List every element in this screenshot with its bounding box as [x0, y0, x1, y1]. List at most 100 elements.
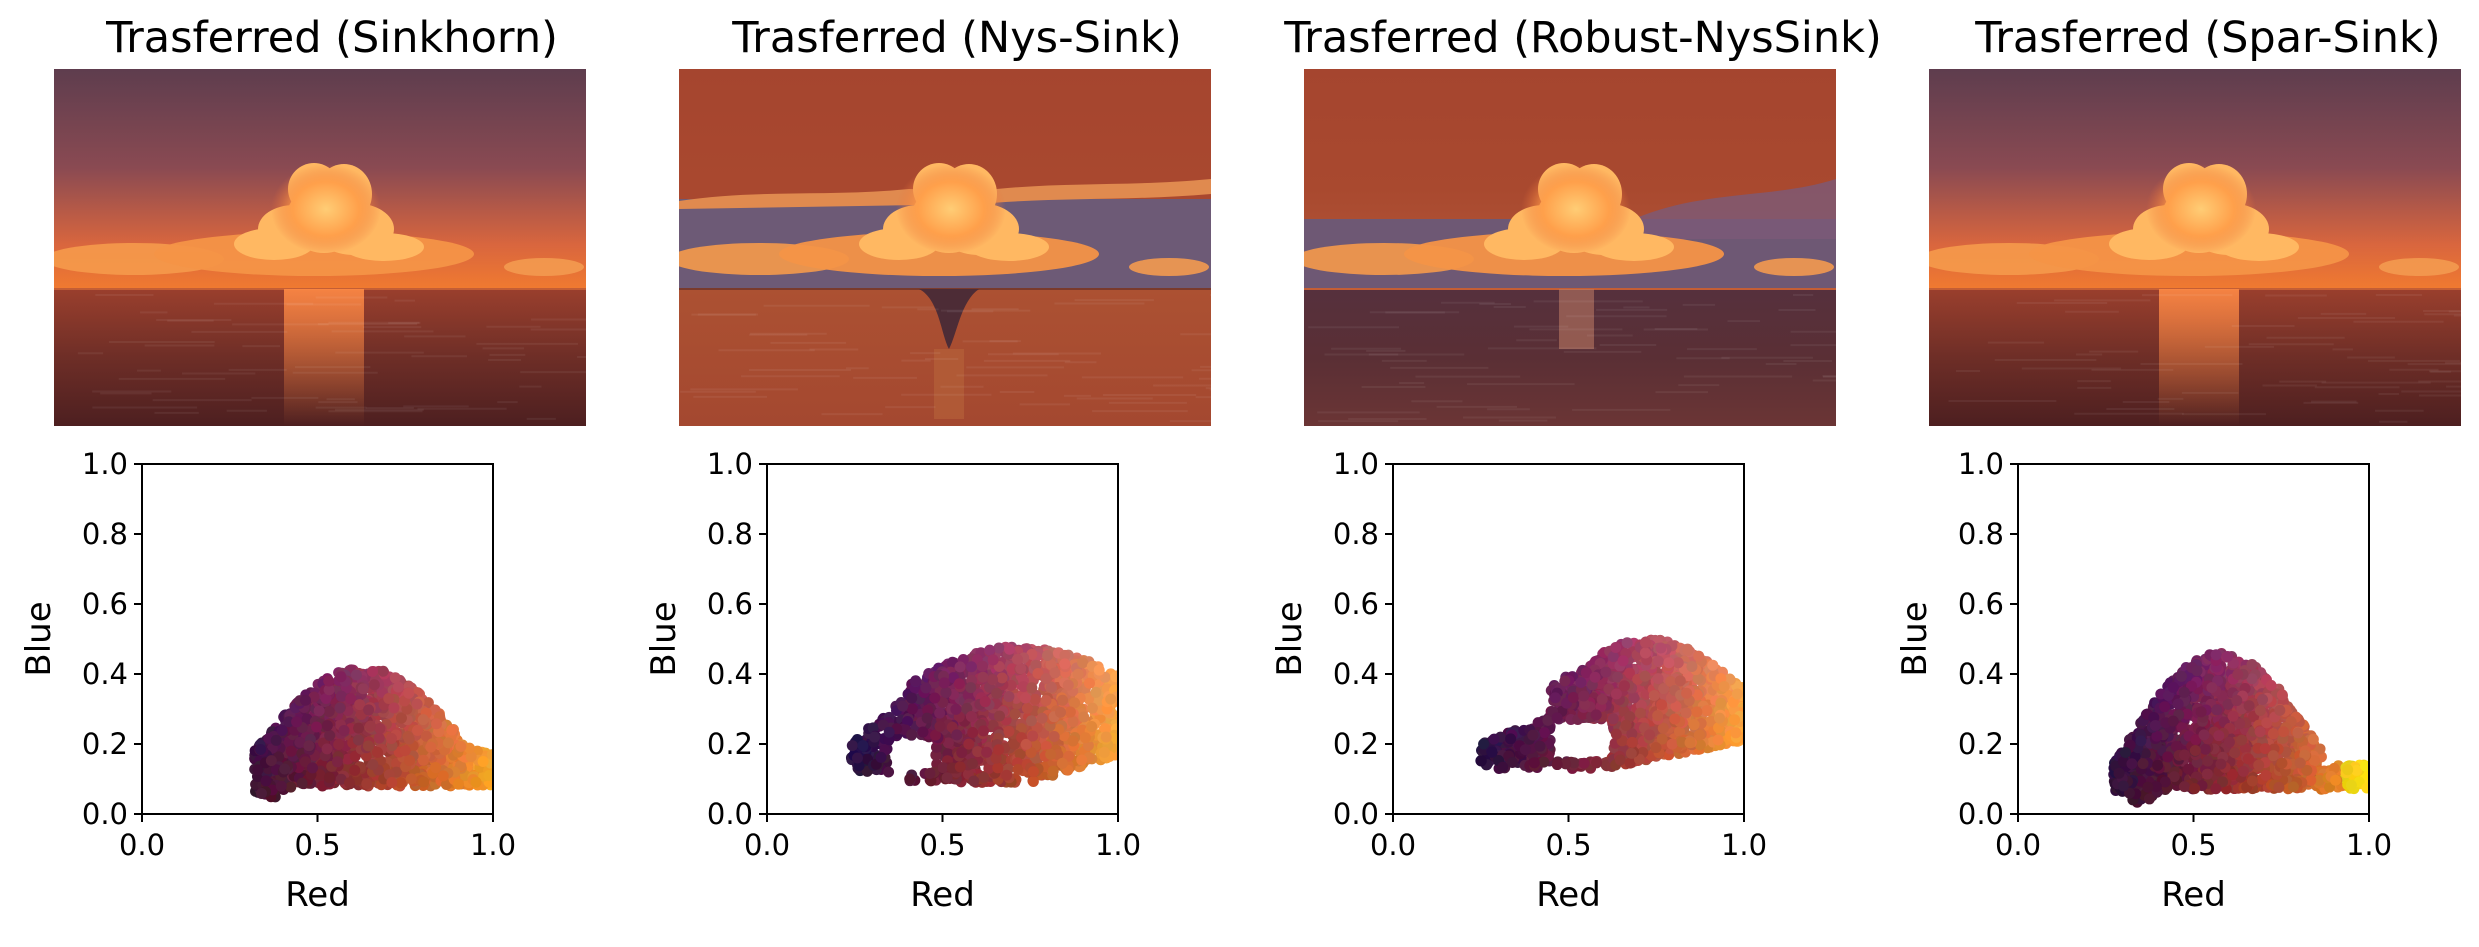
data-point — [953, 678, 965, 690]
data-point — [377, 665, 389, 677]
data-point — [965, 711, 977, 723]
y-tick-label: 0.0 — [82, 797, 128, 831]
data-point — [1729, 714, 1741, 726]
data-point — [902, 715, 914, 727]
x-tick-label: 0.5 — [919, 828, 965, 862]
data-point — [1652, 710, 1664, 722]
data-point — [483, 770, 493, 782]
cloud — [2146, 164, 2256, 254]
y-tick-label: 1.0 — [82, 447, 128, 481]
data-point — [1626, 736, 1638, 748]
data-point — [440, 778, 452, 790]
transferred-image — [1929, 69, 2461, 426]
data-point — [367, 759, 379, 771]
data-point — [1005, 679, 1017, 691]
data-point — [930, 749, 942, 761]
data-point — [345, 693, 357, 705]
data-point — [1621, 637, 1633, 649]
x-axis-label: Red — [910, 875, 975, 915]
data-point — [1624, 711, 1636, 723]
data-point — [417, 714, 429, 726]
data-point — [1078, 711, 1090, 723]
data-point — [1059, 658, 1071, 670]
data-point — [897, 700, 909, 712]
data-point — [320, 693, 332, 705]
data-point — [1681, 687, 1693, 699]
data-point — [335, 671, 347, 683]
data-point — [285, 781, 297, 793]
data-point — [1090, 686, 1102, 698]
data-point — [260, 775, 272, 787]
data-point — [335, 773, 347, 785]
data-point — [1666, 738, 1678, 750]
data-point — [385, 732, 397, 744]
data-point — [938, 677, 950, 689]
data-point — [934, 707, 946, 719]
data-point — [846, 740, 858, 752]
data-point — [942, 737, 954, 749]
data-point — [993, 744, 1005, 756]
data-point — [383, 692, 395, 704]
data-point — [352, 734, 364, 746]
x-tick-label: 0.0 — [119, 828, 165, 862]
data-point — [353, 722, 365, 734]
data-point — [1610, 641, 1622, 653]
data-point — [1652, 655, 1664, 667]
data-point — [1093, 664, 1105, 676]
data-point — [1618, 680, 1630, 692]
data-point — [956, 747, 968, 759]
data-point — [1538, 756, 1550, 768]
data-point — [1680, 707, 1692, 719]
data-point — [321, 743, 333, 755]
data-point — [978, 771, 990, 783]
data-point — [922, 704, 934, 716]
data-point — [967, 727, 979, 739]
data-point — [1624, 757, 1636, 769]
data-point — [252, 764, 264, 776]
data-point — [1003, 725, 1015, 737]
data-point — [431, 718, 443, 730]
data-point — [324, 729, 336, 741]
data-point — [1027, 775, 1039, 787]
data-point — [389, 672, 401, 684]
data-point — [929, 692, 941, 704]
data-point — [1040, 673, 1052, 685]
data-point — [1568, 757, 1580, 769]
data-point — [1047, 765, 1059, 777]
data-point — [1634, 707, 1646, 719]
data-point — [1674, 675, 1686, 687]
data-point — [1559, 675, 1571, 687]
data-point — [1009, 708, 1021, 720]
data-point — [1705, 715, 1717, 727]
data-point — [877, 719, 889, 731]
data-point — [418, 776, 430, 788]
data-point — [965, 661, 977, 673]
data-point — [364, 720, 376, 732]
data-point — [296, 777, 308, 789]
data-point — [1610, 728, 1622, 740]
data-point — [1077, 657, 1089, 669]
data-point — [1670, 700, 1682, 712]
data-point — [335, 690, 347, 702]
y-tick-label: 0.8 — [82, 517, 128, 551]
x-tick-label: 0.5 — [294, 828, 340, 862]
data-point — [1519, 744, 1531, 756]
data-point — [1692, 673, 1704, 685]
data-point — [1105, 693, 1117, 705]
y-tick-label: 0.6 — [707, 587, 753, 621]
data-point — [455, 740, 467, 752]
data-point — [1614, 754, 1626, 766]
data-point — [404, 755, 416, 767]
data-point — [1045, 748, 1057, 760]
data-point — [920, 682, 932, 694]
data-point — [411, 698, 423, 710]
data-point — [1059, 649, 1071, 661]
data-point — [979, 696, 991, 708]
transferred-image — [679, 69, 1211, 426]
data-point — [1012, 763, 1024, 775]
data-point — [307, 762, 319, 774]
data-point — [363, 704, 375, 716]
data-point — [1674, 726, 1686, 738]
data-point — [1656, 733, 1668, 745]
data-point — [373, 732, 385, 744]
